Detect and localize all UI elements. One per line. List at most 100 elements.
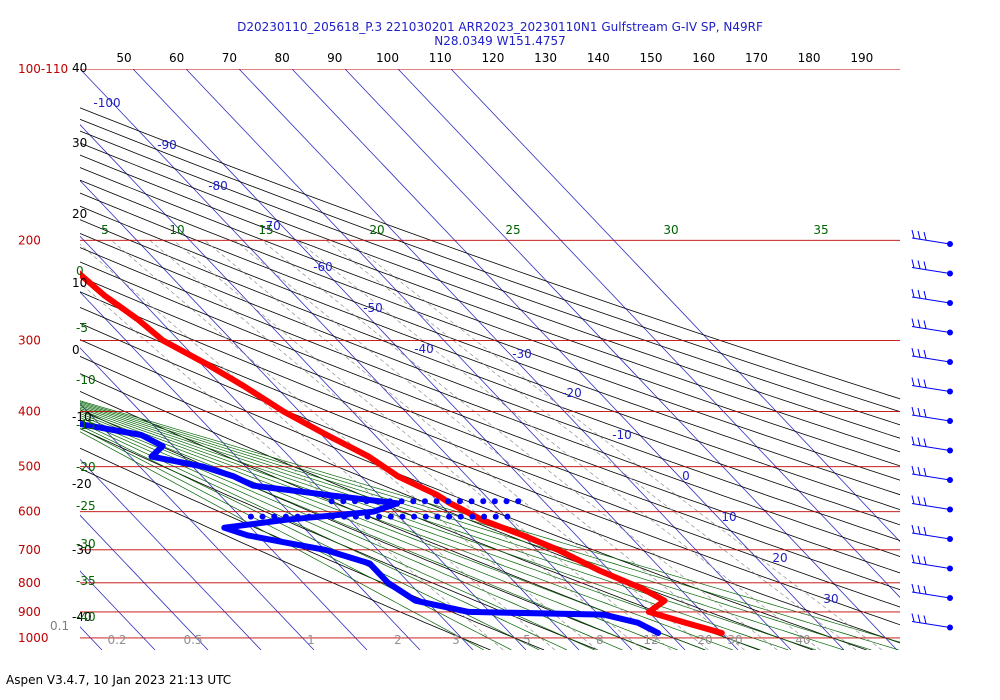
moist-adiabat-label: -10: [76, 373, 96, 387]
dewpoint-profile: [80, 420, 662, 636]
dry-adiabat-line: [80, 205, 900, 511]
moist-adiabat-line: [80, 405, 816, 650]
moist-adiabat-label: -5: [76, 321, 88, 335]
dewpoint-dot: [259, 513, 266, 520]
mixing-ratio-line: [80, 243, 556, 650]
top-temperature-label: 150: [640, 51, 663, 65]
moist-adiabat-label: -35: [76, 574, 96, 588]
pressure-label: 900: [18, 605, 41, 619]
isotherm-line: [80, 403, 315, 650]
moist-adiabat-line: [80, 401, 899, 650]
wind-barb: [911, 347, 953, 365]
dewpoint-dot: [306, 513, 313, 520]
isotherm-label: -40: [414, 342, 434, 356]
footer-version: Aspen V3.4.7, 10 Jan 2023 21:13 UTC: [6, 673, 232, 687]
wind-barb: [911, 554, 953, 572]
dry-adiabat-line: [80, 306, 900, 626]
dewpoint-dot: [456, 498, 463, 505]
dewpoint-dot: [386, 498, 393, 505]
dry-adiabat-line: [80, 322, 900, 644]
dewpoint-dot: [247, 513, 254, 520]
dewpoint-dot: [352, 513, 359, 520]
moist-adiabat-line: [80, 419, 595, 650]
top-temperature-label: 120: [481, 51, 504, 65]
dewpoint-dot: [317, 513, 324, 520]
dewpoint-dot: [422, 513, 429, 520]
mixing-ratio-label: 30: [727, 633, 742, 647]
title-line-1: D20230110_205618_P.3 221030201 ARR2023_2…: [237, 20, 763, 34]
dry-adiabat-line: [80, 219, 900, 526]
isotherm-label: -70: [261, 219, 281, 233]
moist-adiabat-label: -20: [76, 460, 96, 474]
moist-adiabat-line: [80, 413, 678, 650]
mixing-ratio-label: 2: [394, 633, 402, 647]
mixing-ratio-line: [234, 240, 745, 650]
dewpoint-dot: [329, 513, 336, 520]
dewpoint-dot: [340, 498, 347, 505]
top-temperature-label: 170: [745, 51, 768, 65]
dewpoint-dot: [481, 513, 488, 520]
moist-adiabat-line: [80, 411, 706, 650]
dewpoint-dot: [341, 513, 348, 520]
theta-e-label: 30: [663, 223, 678, 237]
isotherm-label: 0: [682, 469, 690, 483]
pressure-label: 500: [18, 460, 41, 474]
wind-barb: [911, 465, 953, 483]
dewpoint-dot: [294, 513, 301, 520]
moist-adiabat-line: [80, 400, 900, 643]
mixing-ratio-line: [296, 240, 821, 650]
isotherm-label: -80: [208, 179, 228, 193]
wind-barb: [911, 229, 953, 247]
mixing-ratio-line: [173, 240, 672, 650]
moist-adiabat-label: 0: [76, 264, 84, 278]
isotherm-line: [450, 69, 900, 543]
wind-barb: [911, 495, 953, 513]
top-temperature-label: 180: [798, 51, 821, 65]
moist-adiabat-label: -25: [76, 499, 96, 513]
dewpoint-dot: [364, 513, 371, 520]
chart-title: D20230110_205618_P.3 221030201 ARR2023_2…: [0, 20, 1000, 48]
dewpoint-dot: [433, 498, 440, 505]
dry-adiabat-line: [80, 291, 900, 608]
isotherm-line: [185, 69, 739, 650]
pressure-label: 400: [18, 405, 41, 419]
moist-adiabat-line: [80, 409, 733, 650]
temperature-profile: [80, 270, 725, 636]
top-temperature-label: 140: [587, 51, 610, 65]
pressure-label: 700: [18, 543, 41, 557]
mixing-ratio-label: 0.2: [107, 633, 126, 647]
dewpoint-dot: [410, 498, 417, 505]
title-line-2: N28.0349 W151.4757: [434, 34, 566, 48]
wind-barb: [911, 524, 953, 542]
pressure-label: 300: [18, 333, 41, 347]
wind-barb: [911, 259, 953, 277]
isotherm-line: [80, 458, 262, 650]
dewpoint-dot: [328, 498, 335, 505]
isotherm-label: -90: [157, 138, 177, 152]
dewpoint-dot: [492, 513, 499, 520]
moist-adiabat-line: [80, 403, 844, 650]
isotherm-label: 20: [772, 551, 787, 565]
top-temperature-label: 60: [169, 51, 184, 65]
dry-adiabat-label: 30: [72, 136, 87, 150]
plot-area: [80, 69, 900, 650]
isotherm-line: [397, 69, 900, 598]
pressure-label: 1000: [18, 631, 49, 645]
mixing-ratio-line: [347, 240, 883, 650]
mixing-ratio-line: [326, 240, 857, 650]
dry-adiabat-line: [80, 107, 900, 400]
dewpoint-dot: [282, 513, 289, 520]
dewpoint-dot: [399, 513, 406, 520]
isotherm-label: -10: [612, 428, 632, 442]
moist-adiabat-label: -30: [76, 537, 96, 551]
dry-adiabat-label: 40: [72, 61, 87, 75]
top-temperature-label: 130: [534, 51, 557, 65]
mixing-ratio-line: [80, 282, 504, 650]
top-temperature-label: 90: [327, 51, 342, 65]
dewpoint-dot: [387, 513, 394, 520]
dry-adiabat-line: [80, 192, 900, 496]
dry-adiabat-line: [80, 390, 706, 650]
dewpoint-dot: [469, 513, 476, 520]
isotherm-label: -100: [93, 96, 120, 110]
